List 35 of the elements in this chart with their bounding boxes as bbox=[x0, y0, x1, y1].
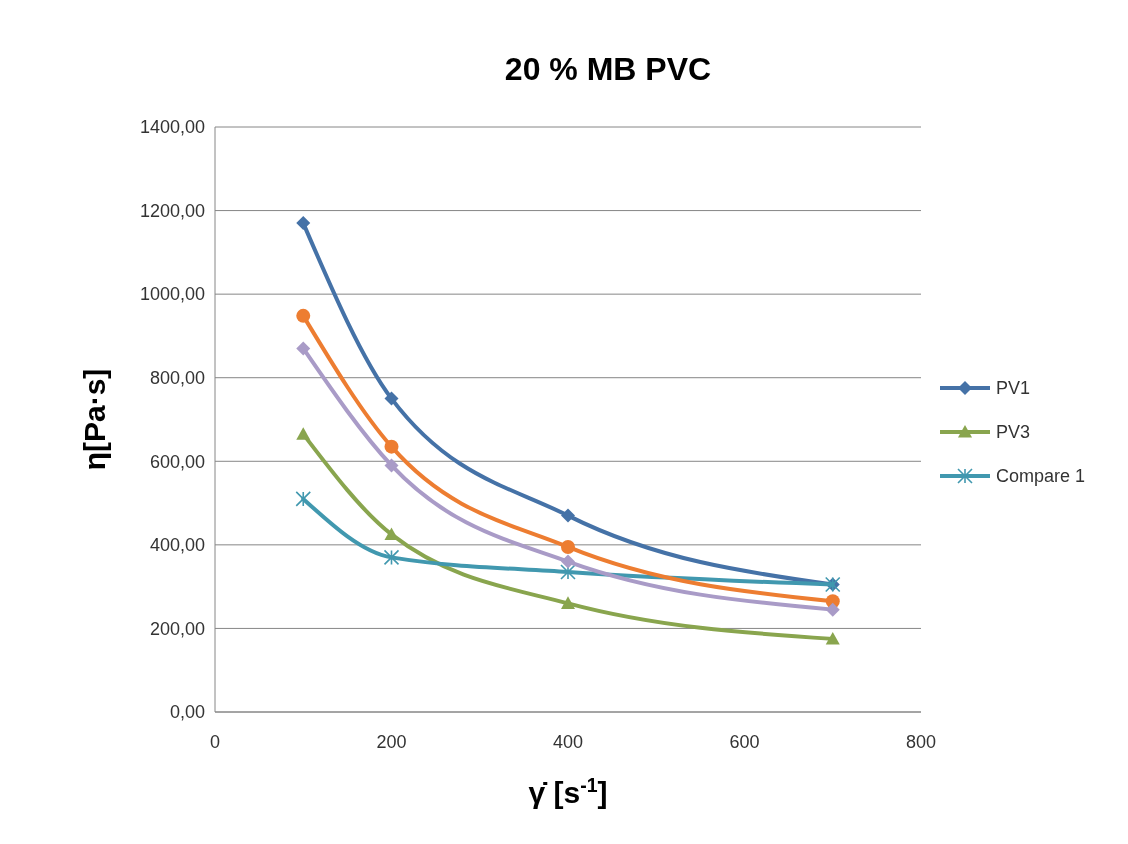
point bbox=[384, 458, 399, 473]
x-tick-label: 200 bbox=[376, 732, 407, 752]
legend-label: PV1 bbox=[996, 378, 1031, 399]
point bbox=[296, 427, 311, 440]
y-tick-label: 1400,00 bbox=[139, 117, 205, 138]
point bbox=[296, 308, 311, 323]
x-tick-label: 800 bbox=[905, 732, 937, 752]
point bbox=[384, 439, 399, 454]
point bbox=[384, 391, 399, 406]
y-tick-label: 1000,00 bbox=[139, 284, 205, 305]
y-tick-label: 0,00 bbox=[169, 702, 205, 723]
y-tick-label: 800,00 bbox=[149, 368, 205, 389]
point bbox=[296, 216, 311, 231]
x-tick-label: 400 bbox=[552, 732, 584, 752]
x-tick-label: 600 bbox=[729, 732, 760, 752]
point bbox=[296, 341, 311, 356]
point bbox=[825, 602, 840, 617]
legend-label: Compare 1 bbox=[996, 466, 1086, 487]
point bbox=[561, 596, 575, 609]
x-tick-label: 0 bbox=[209, 732, 221, 752]
point bbox=[561, 554, 575, 569]
y-tick-label: 400,00 bbox=[149, 535, 205, 556]
legend-label: PV3 bbox=[996, 422, 1031, 443]
y-tick-label: 1200,00 bbox=[139, 200, 205, 221]
chart-title: 20 % MB PVC bbox=[504, 51, 712, 87]
y-tick-label: 600,00 bbox=[149, 451, 205, 472]
point bbox=[295, 491, 312, 507]
x-axis-title: γ̇ [s$^{-1}$] bbox=[528, 774, 608, 809]
point bbox=[560, 564, 576, 580]
y-axis-title: η[Pa·s] bbox=[78, 368, 111, 471]
point bbox=[561, 508, 575, 523]
point bbox=[825, 631, 840, 645]
point bbox=[383, 549, 400, 566]
y-tick-label: 200,00 bbox=[149, 618, 205, 639]
point bbox=[561, 539, 575, 554]
